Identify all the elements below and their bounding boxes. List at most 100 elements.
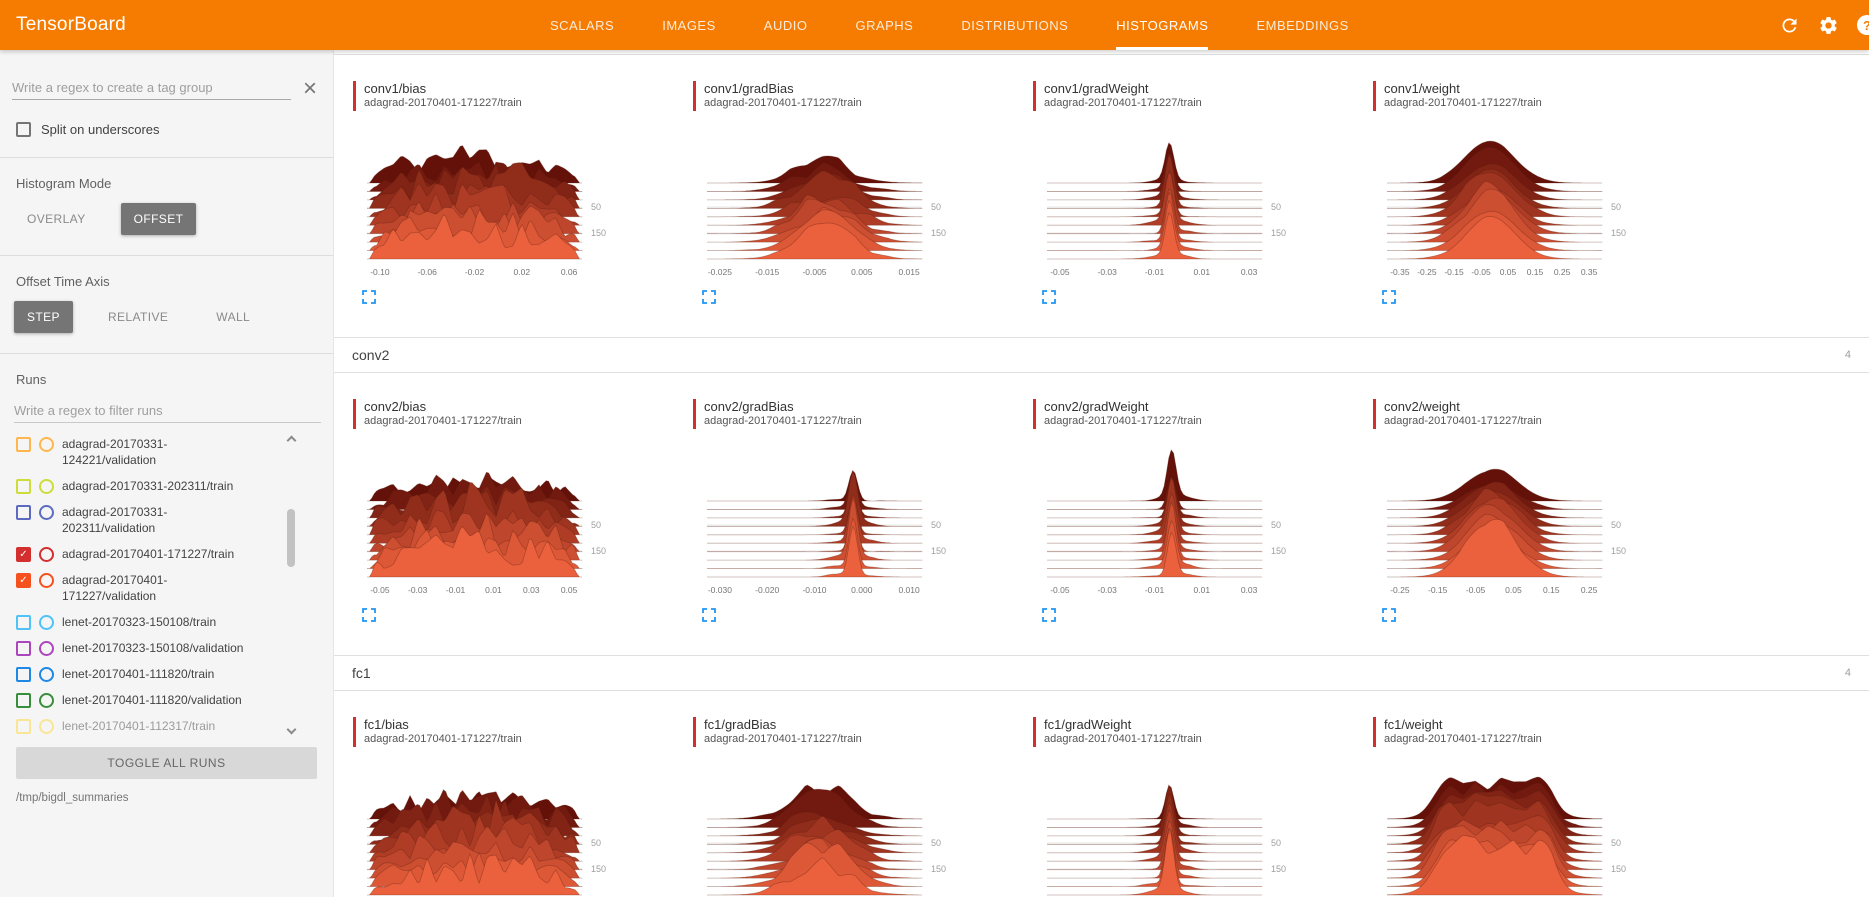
run-checkbox[interactable]	[16, 667, 31, 682]
run-isolator-radio[interactable]	[39, 719, 54, 734]
run-isolator-radio[interactable]	[39, 573, 54, 588]
run-isolator-radio[interactable]	[39, 693, 54, 708]
offset-time-axis-relative-button[interactable]: RELATIVE	[107, 310, 169, 324]
run-checkbox[interactable]	[16, 479, 31, 494]
run-item[interactable]: ✓ adagrad-20170401-171227/validation	[16, 567, 283, 609]
run-checkbox[interactable]: ✓	[16, 573, 31, 588]
x-tick-label: 0.25	[1554, 267, 1571, 277]
tab-histograms[interactable]: HISTOGRAMS	[1116, 0, 1209, 50]
settings-icon[interactable]	[1818, 15, 1839, 36]
toggle-all-runs-button[interactable]: TOGGLE ALL RUNS	[16, 747, 317, 779]
log-directory-path: /tmp/bigdl_summaries	[16, 792, 129, 804]
expand-icon[interactable]	[361, 607, 377, 623]
histogram-mode-offset-button[interactable]: OFFSET	[120, 203, 197, 235]
run-item[interactable]: adagrad-20170331-202311/validation	[16, 499, 283, 541]
scrollbar-thumb[interactable]	[287, 509, 295, 567]
card-run-subtitle: adagrad-20170401-171227/train	[1044, 733, 1202, 745]
run-isolator-radio[interactable]	[39, 547, 54, 562]
run-item[interactable]: adagrad-20170331-124221/validation	[16, 431, 283, 473]
run-filter-input[interactable]	[14, 399, 321, 423]
run-checkbox[interactable]	[16, 693, 31, 708]
run-item[interactable]: lenet-20170401-112317/train	[16, 713, 283, 739]
run-checkbox[interactable]: ✓	[16, 547, 31, 562]
run-isolator-radio[interactable]	[39, 667, 54, 682]
split-on-underscores-option[interactable]: Split on underscores	[16, 122, 321, 137]
step-axis-label: 50	[1611, 838, 1621, 848]
run-item[interactable]: adagrad-20170331-202311/train	[16, 473, 283, 499]
x-tick-label: -0.03	[408, 585, 428, 595]
scroll-up-icon[interactable]	[286, 435, 297, 446]
card-header: conv2/weight adagrad-20170401-171227/trai…	[1373, 399, 1673, 429]
split-checkbox[interactable]	[16, 122, 31, 137]
run-isolator-radio[interactable]	[39, 479, 54, 494]
tab-scalars[interactable]: SCALARS	[550, 17, 615, 33]
cards-row: conv1/bias adagrad-20170401-171227/train 5…	[334, 55, 1869, 305]
card-header: fc1/gradWeight adagrad-20170401-171227/tr…	[1033, 717, 1333, 747]
scroll-down-icon[interactable]	[286, 724, 297, 735]
step-axis-label: 50	[591, 202, 601, 212]
card-header: conv2/gradBias adagrad-20170401-171227/tr…	[693, 399, 993, 429]
run-color-bar	[693, 81, 696, 111]
histogram-mode-overlay-button[interactable]: OVERLAY	[27, 212, 86, 226]
offset-time-axis-wall-button[interactable]: WALL	[216, 310, 251, 324]
run-isolator-radio[interactable]	[39, 437, 54, 452]
step-axis-label: 150	[931, 546, 946, 556]
x-tick-label: 0.25	[1581, 585, 1598, 595]
expand-icon[interactable]	[1381, 607, 1397, 623]
run-isolator-radio[interactable]	[39, 641, 54, 656]
run-checkbox[interactable]	[16, 437, 31, 452]
x-tick-label: 0.05	[561, 585, 578, 595]
histogram-mode-buttons: OVERLAY OFFSET	[14, 203, 321, 235]
x-tick-label: -0.030	[708, 585, 732, 595]
tab-audio[interactable]: AUDIO	[763, 17, 808, 33]
close-icon[interactable]: ×	[302, 75, 317, 102]
tab-graphs[interactable]: GRAPHS	[855, 17, 914, 33]
step-axis-label: 150	[1271, 228, 1286, 238]
section-header-fc1[interactable]: fc1 4	[334, 655, 1869, 691]
x-tick-label: -0.005	[802, 267, 826, 277]
expand-icon[interactable]	[361, 289, 377, 305]
tag-regex-input[interactable]	[12, 76, 291, 100]
run-checkbox[interactable]	[16, 641, 31, 656]
expand-icon[interactable]	[1381, 289, 1397, 305]
x-tick-label: -0.35	[1390, 267, 1410, 277]
expand-icon[interactable]	[1041, 607, 1057, 623]
step-axis-label: 150	[1271, 864, 1286, 874]
run-item[interactable]: ✓ adagrad-20170401-171227/train	[16, 541, 283, 567]
runs-scrollbar[interactable]	[286, 433, 297, 737]
step-axis-label: 50	[591, 520, 601, 530]
card-run-subtitle: adagrad-20170401-171227/train	[704, 733, 862, 745]
section-count: 4	[1844, 349, 1851, 361]
section-header-conv2[interactable]: conv2 4	[334, 337, 1869, 373]
tab-images[interactable]: IMAGES	[662, 17, 716, 33]
run-item[interactable]: lenet-20170323-150108/validation	[16, 635, 283, 661]
step-axis-label: 50	[1611, 202, 1621, 212]
tab-distributions[interactable]: DISTRIBUTIONS	[961, 17, 1069, 33]
run-isolator-radio[interactable]	[39, 615, 54, 630]
run-checkbox[interactable]	[16, 719, 31, 734]
cards-row: fc1/bias adagrad-20170401-171227/train 50 1…	[334, 691, 1869, 897]
histogram-card: fc1/bias adagrad-20170401-171227/train 50 1…	[353, 717, 653, 897]
x-tick-label: -0.15	[1428, 585, 1448, 595]
run-item[interactable]: lenet-20170401-111820/validation	[16, 687, 283, 713]
offset-time-axis-step-button[interactable]: STEP	[14, 301, 73, 333]
card-title: fc1/bias	[364, 717, 409, 732]
tab-embeddings[interactable]: EMBEDDINGS	[1256, 17, 1349, 33]
expand-icon[interactable]	[1041, 289, 1057, 305]
run-checkbox[interactable]	[16, 505, 31, 520]
step-axis-label: 50	[1271, 202, 1281, 212]
expand-icon[interactable]	[701, 289, 717, 305]
nav-tabs: SCALARS IMAGES AUDIO GRAPHS DISTRIBUTIONS HIS…	[550, 0, 1349, 50]
x-tick-label: -0.05	[1050, 267, 1070, 277]
sidebar: × Split on underscores Histogram Mode OV…	[0, 50, 334, 897]
run-checkbox[interactable]	[16, 615, 31, 630]
run-color-bar	[353, 717, 356, 747]
run-item[interactable]: lenet-20170323-150108/train	[16, 609, 283, 635]
step-axis-label: 150	[931, 228, 946, 238]
card-title: conv2/weight	[1384, 399, 1460, 414]
expand-icon[interactable]	[701, 607, 717, 623]
run-isolator-radio[interactable]	[39, 505, 54, 520]
help-icon[interactable]: ?	[1857, 15, 1869, 35]
run-item[interactable]: lenet-20170401-111820/train	[16, 661, 283, 687]
refresh-icon[interactable]	[1779, 15, 1800, 36]
